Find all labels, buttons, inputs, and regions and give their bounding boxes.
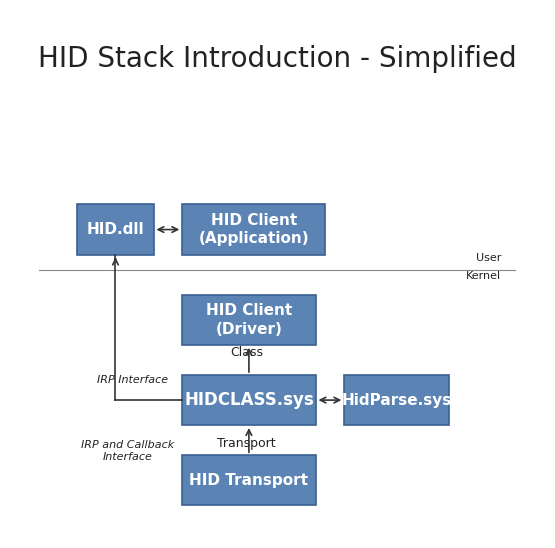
Text: HIDCLASS.sys: HIDCLASS.sys xyxy=(184,391,314,409)
Text: Kernel: Kernel xyxy=(466,271,502,281)
Text: HID Transport: HID Transport xyxy=(189,473,309,488)
FancyBboxPatch shape xyxy=(182,375,316,425)
FancyBboxPatch shape xyxy=(344,375,449,425)
FancyBboxPatch shape xyxy=(182,455,316,505)
FancyBboxPatch shape xyxy=(77,204,154,255)
Text: Transport: Transport xyxy=(217,437,276,450)
Text: HID Client
(Driver): HID Client (Driver) xyxy=(206,303,292,336)
Text: IRP Interface: IRP Interface xyxy=(97,375,168,385)
Text: HID Client
(Application): HID Client (Application) xyxy=(198,213,309,247)
Text: User: User xyxy=(476,253,502,263)
Text: HidParse.sys: HidParse.sys xyxy=(341,392,452,408)
Text: HID.dll: HID.dll xyxy=(87,222,144,237)
FancyBboxPatch shape xyxy=(182,204,325,255)
Text: IRP and Callback
Interface: IRP and Callback Interface xyxy=(81,441,174,462)
FancyBboxPatch shape xyxy=(182,295,316,345)
Text: Class: Class xyxy=(230,346,263,359)
Text: HID Stack Introduction - Simplified: HID Stack Introduction - Simplified xyxy=(38,45,517,73)
